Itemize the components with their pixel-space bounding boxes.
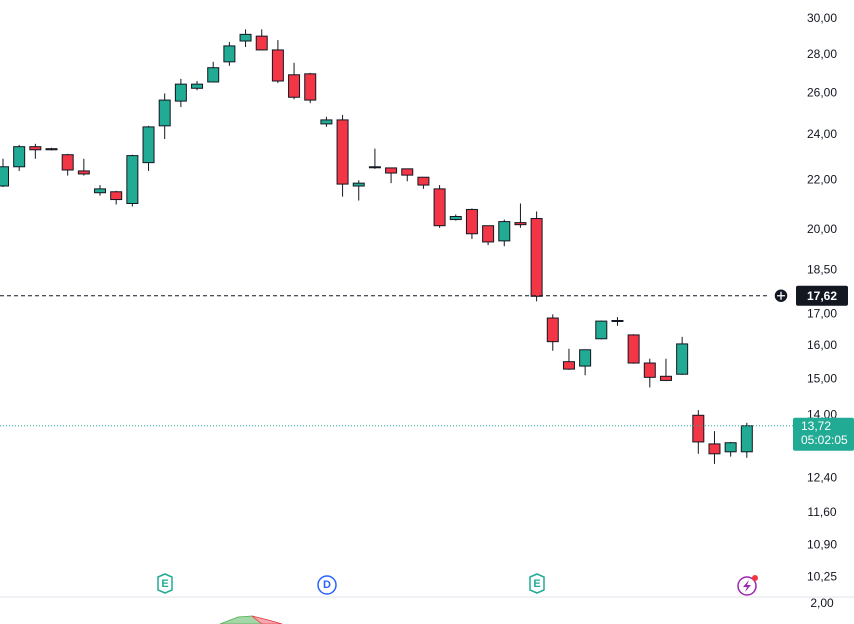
candle-body — [288, 74, 301, 98]
candle-body — [336, 119, 349, 185]
y-tick-label: 17,00 — [807, 307, 837, 321]
y-tick-label: 11,60 — [807, 505, 836, 519]
y-tick-label: 12,40 — [807, 471, 837, 485]
candle-body — [546, 317, 559, 343]
candle-body — [740, 425, 753, 453]
candle-body — [708, 443, 721, 455]
candle-body — [368, 166, 381, 169]
candle-body — [482, 225, 495, 243]
y-tick-label: 26,00 — [807, 86, 837, 100]
news-marker[interactable] — [737, 575, 758, 596]
candle-body — [562, 361, 575, 370]
candle-body — [158, 99, 171, 127]
y-tick-label: 18,50 — [807, 263, 837, 277]
candle-body — [514, 222, 527, 226]
candle-body — [692, 414, 705, 443]
y-tick-label: 30,00 — [807, 11, 837, 25]
candle-body — [255, 35, 268, 51]
plot-area — [0, 29, 753, 464]
candle-body — [401, 168, 414, 176]
candle-body — [724, 442, 737, 453]
event-label: D — [323, 579, 331, 591]
candle-body — [676, 343, 689, 375]
candle-body — [126, 155, 139, 204]
candle-body — [0, 166, 9, 187]
candle-body — [13, 146, 26, 168]
candle-body — [142, 126, 155, 164]
candle-body — [465, 208, 478, 235]
candle-body — [595, 320, 608, 340]
candle-body — [174, 83, 187, 102]
crosshair-price-label: 17,62 — [807, 289, 837, 303]
candle-body — [239, 33, 252, 42]
candle-body — [191, 83, 204, 89]
y-tick-label: 24,00 — [807, 127, 837, 141]
y-tick-label: 10,90 — [807, 538, 837, 552]
candle-body — [45, 148, 58, 151]
event-marker[interactable]: D — [317, 575, 337, 595]
event-label: E — [533, 578, 540, 590]
candle-body — [530, 218, 543, 297]
last-price-label: 13,72 — [801, 419, 831, 433]
last-price-box — [793, 417, 854, 451]
lower-pane-tick-label: 2,00 — [810, 596, 834, 610]
candle-body — [659, 375, 672, 381]
candle-body — [352, 182, 365, 187]
candle-body — [223, 45, 236, 63]
candle-body — [385, 167, 398, 174]
y-tick-label: 20,00 — [807, 222, 837, 236]
candle-body — [94, 188, 107, 194]
event-label: E — [161, 578, 168, 590]
candle-body — [304, 73, 317, 101]
y-tick-label: 22,00 — [807, 172, 837, 186]
candle-body — [611, 319, 624, 322]
candle-body — [579, 349, 592, 367]
event-marker[interactable]: E — [157, 573, 173, 594]
candle-body — [271, 49, 284, 82]
lower-pane-shape — [251, 615, 283, 624]
candle-body — [627, 334, 640, 364]
y-tick-label: 28,00 — [807, 47, 837, 61]
countdown-label: 05:02:05 — [801, 433, 848, 447]
y-tick-label: 10,25 — [807, 570, 837, 584]
candle-body — [643, 362, 656, 378]
candle-body — [207, 67, 220, 83]
candle-body — [29, 146, 42, 151]
candle-body — [77, 170, 90, 175]
candle-body — [61, 154, 74, 171]
candle-body — [417, 176, 430, 186]
y-tick-label: 15,00 — [807, 372, 837, 386]
candle-body — [433, 188, 446, 227]
candle-body — [320, 119, 333, 125]
crosshair-price-box — [796, 285, 848, 306]
event-marker[interactable]: E — [529, 573, 545, 594]
candle-body — [110, 191, 123, 201]
y-tick-label: 16,00 — [807, 338, 837, 352]
candle-body — [498, 221, 511, 242]
candle-body — [449, 216, 462, 221]
crosshair-add-icon — [777, 291, 785, 300]
